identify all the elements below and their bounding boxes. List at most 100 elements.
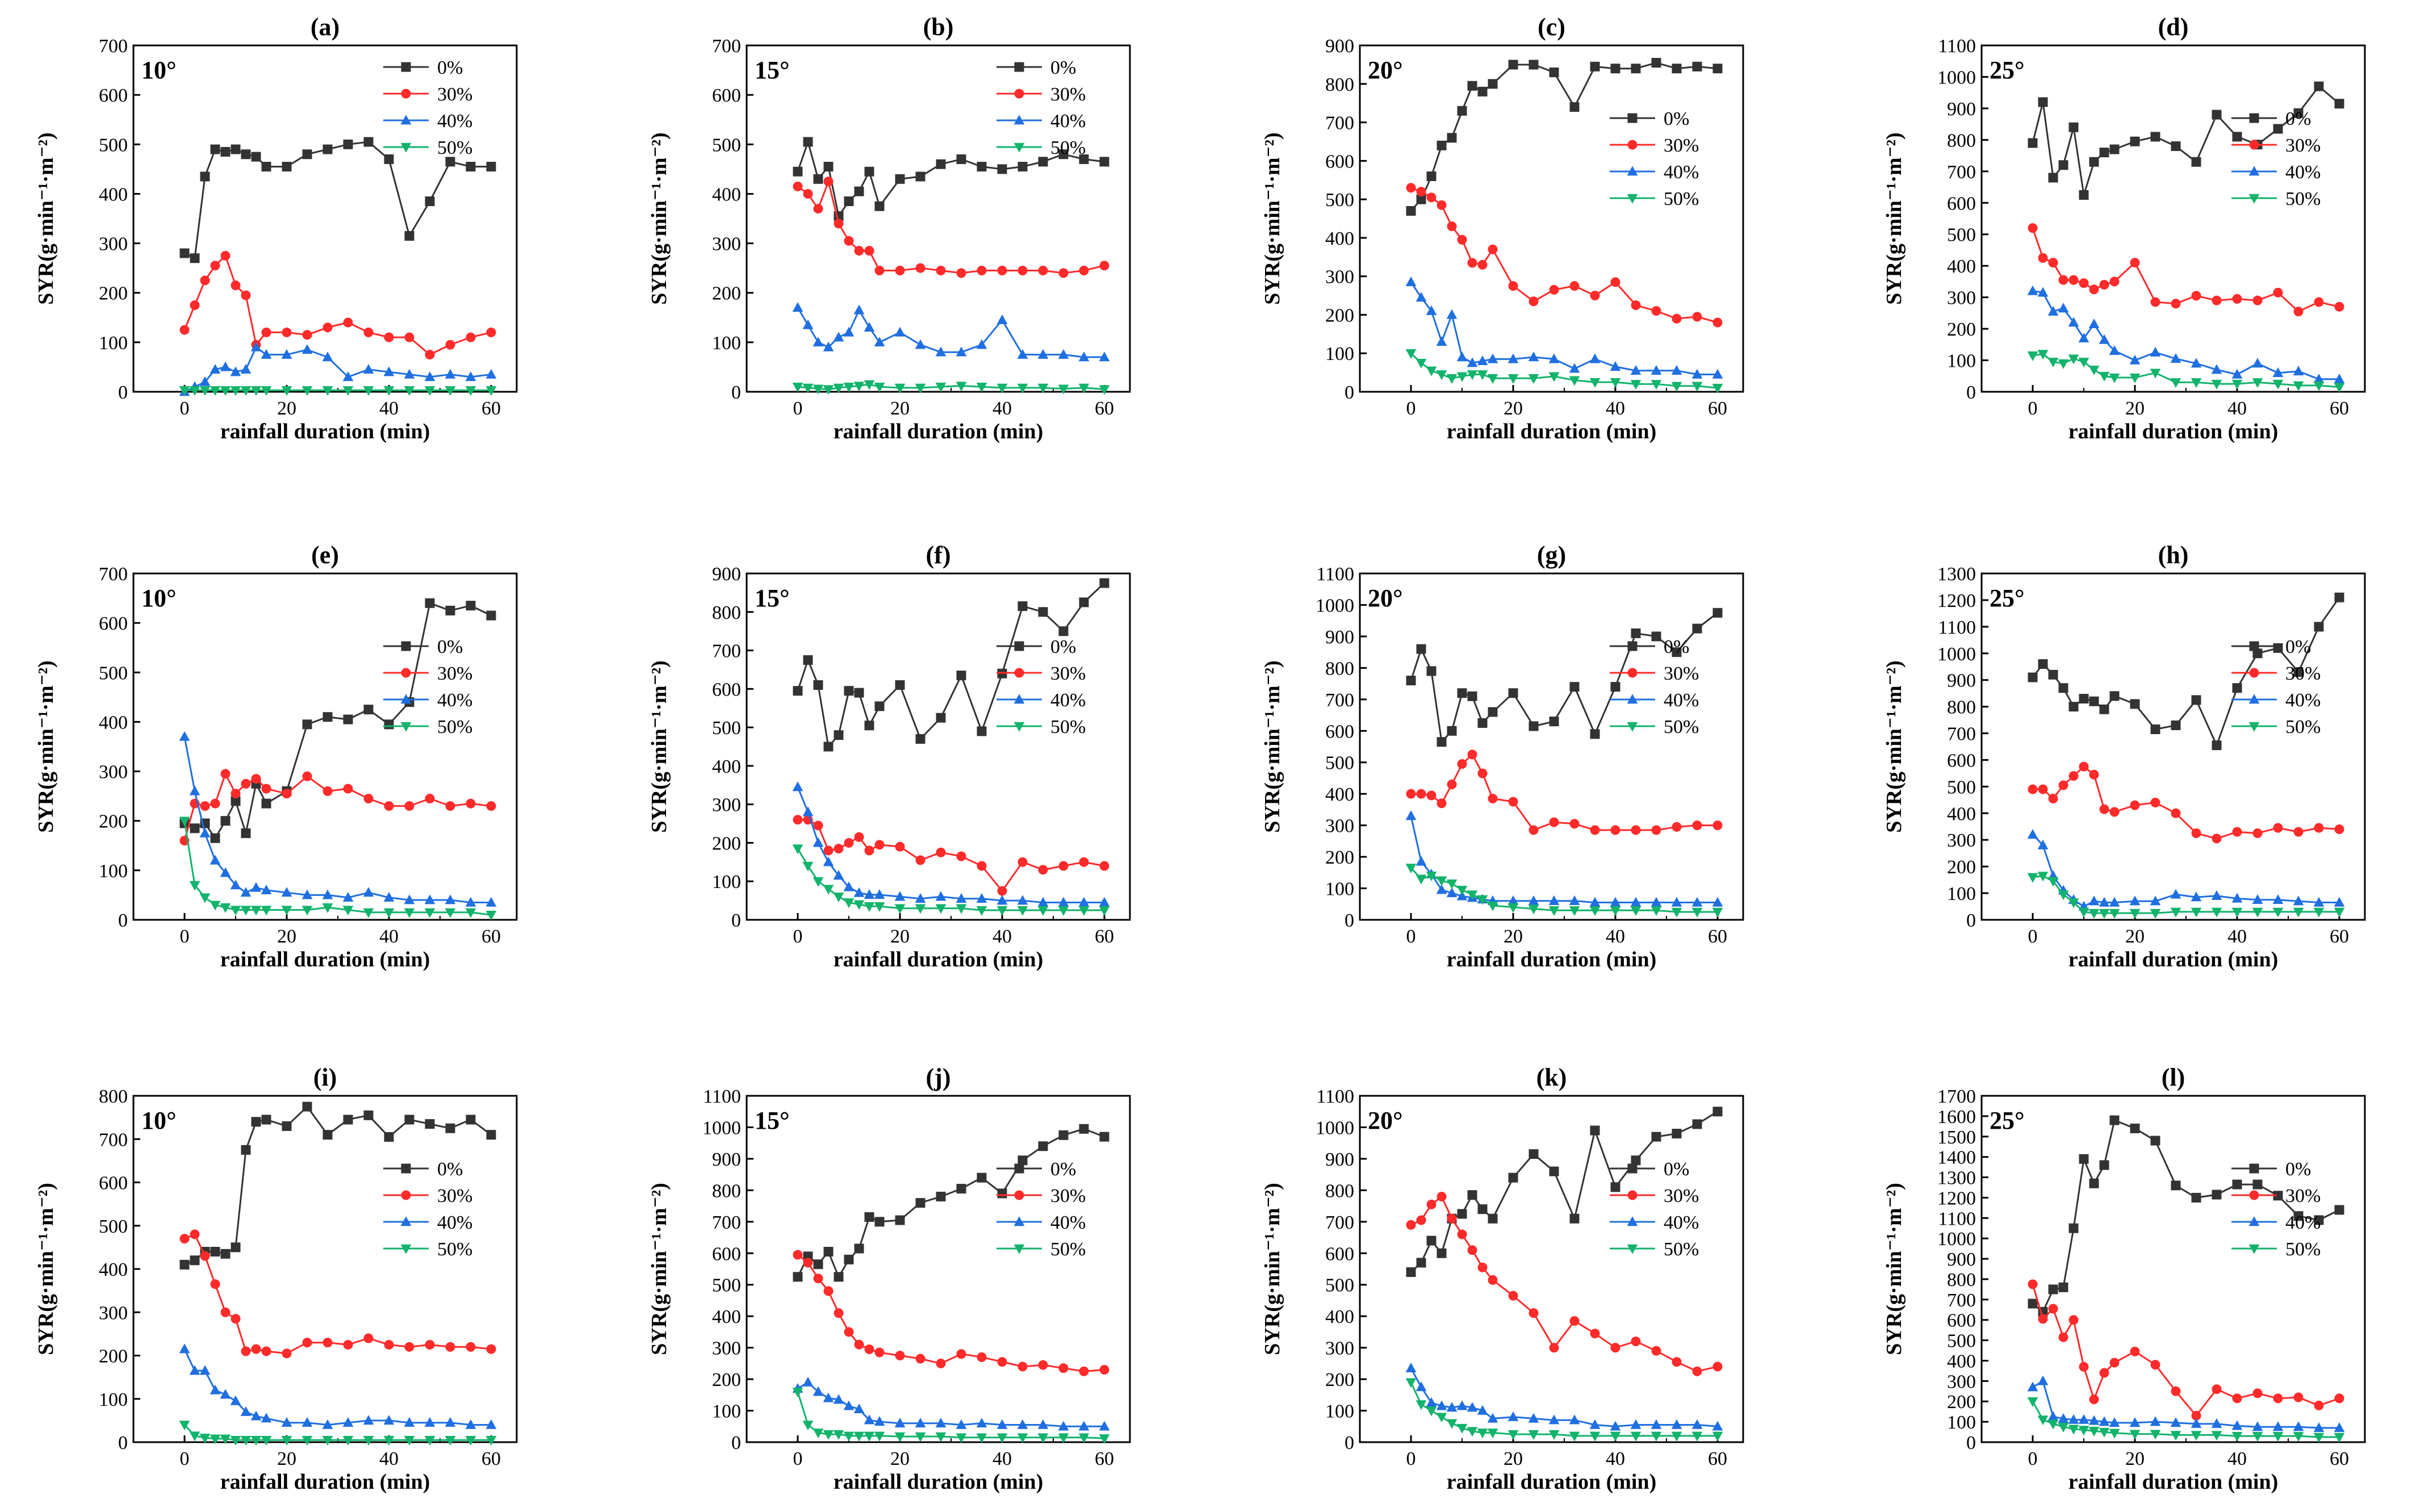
data-point [2232, 683, 2242, 693]
data-point [1651, 1431, 1662, 1442]
data-point [282, 1348, 292, 1359]
y-tick-label: 900 [712, 1149, 741, 1170]
data-point [2079, 1154, 2089, 1164]
data-point [2028, 672, 2038, 682]
y-tick-label: 400 [1947, 256, 1976, 277]
y-tick-label: 600 [1947, 193, 1976, 214]
data-point [1508, 797, 1518, 807]
data-point [2038, 253, 2048, 263]
data-point [1477, 370, 1488, 380]
y-tick-label: 700 [1947, 724, 1976, 745]
x-tick-label: 20 [890, 398, 910, 419]
data-point [895, 1215, 905, 1225]
data-point [1672, 1357, 1682, 1367]
data-point [2130, 1123, 2140, 1133]
data-point [1017, 383, 1028, 393]
x-tick-label: 40 [2227, 398, 2247, 419]
legend: 0% 30% 40% 50% [1610, 636, 1699, 738]
y-axis-title: SYR(g·min⁻¹·m⁻²) [34, 660, 58, 833]
data-point [241, 1145, 251, 1155]
data-point [2109, 691, 2120, 701]
y-tick-label: 200 [1947, 319, 1976, 340]
legend-marker [1014, 722, 1025, 732]
data-point [1507, 374, 1519, 384]
y-tick-label: 1400 [1937, 1147, 1976, 1168]
series-40pct [1405, 810, 1723, 907]
legend-marker [1014, 1216, 1025, 1226]
data-point [1671, 1431, 1682, 1442]
y-tick-label: 700 [712, 36, 741, 57]
y-tick-label: 1100 [703, 1086, 741, 1107]
data-point [2334, 99, 2344, 109]
data-point [956, 1419, 967, 1429]
data-point [915, 263, 926, 273]
data-point [2231, 1420, 2243, 1430]
data-point [322, 1435, 333, 1446]
data-point [1446, 309, 1458, 319]
y-tick-label: 800 [1325, 1180, 1354, 1201]
data-point [936, 1358, 946, 1368]
data-point [220, 1249, 231, 1259]
data-point [485, 368, 497, 379]
data-point [2313, 897, 2325, 907]
data-point [854, 688, 864, 698]
data-point [1038, 1141, 1048, 1151]
y-tick-label: 300 [1325, 816, 1354, 837]
y-tick-label: 1200 [1937, 1188, 1976, 1209]
y-tick-label: 1000 [1937, 67, 1976, 88]
data-point [1416, 789, 1426, 799]
data-point [2293, 1211, 2304, 1221]
data-point [2079, 694, 2089, 704]
legend-label: 40% [1664, 1212, 1699, 1233]
data-point [2068, 898, 2079, 908]
series-0pct [179, 137, 496, 263]
y-tick-label: 400 [99, 712, 128, 733]
y-tick-label: 500 [1325, 1275, 1354, 1296]
y-tick-label: 1000 [1316, 595, 1354, 616]
data-point [2314, 297, 2324, 307]
data-point [240, 386, 252, 396]
data-point [1437, 140, 1447, 150]
data-point [2191, 907, 2202, 918]
series-30pct [179, 769, 496, 846]
data-point [1590, 61, 1600, 72]
data-point [833, 332, 844, 342]
data-point [363, 364, 374, 374]
data-point [1017, 349, 1028, 359]
data-point [843, 1431, 855, 1442]
data-point [894, 904, 906, 914]
data-point [2078, 358, 2089, 368]
series-50pct [792, 1388, 1110, 1444]
data-point [996, 906, 1008, 916]
data-point [1037, 349, 1049, 359]
data-point [2191, 891, 2202, 902]
series-line [183, 736, 491, 903]
legend-marker [2249, 668, 2259, 678]
data-point [915, 383, 926, 393]
data-point [210, 1247, 220, 1256]
data-point [2334, 1205, 2344, 1215]
y-tick-label: 800 [1947, 697, 1976, 718]
legend-label: 30% [2285, 1186, 2321, 1207]
data-point [1426, 366, 1437, 376]
data-point [1529, 60, 1539, 70]
data-point [1405, 349, 1417, 359]
data-point [813, 877, 824, 887]
data-point [1058, 384, 1069, 395]
data-point [261, 327, 271, 337]
x-tick-label: 0 [180, 1448, 190, 1469]
data-point [2047, 877, 2059, 887]
data-point [2212, 1190, 2222, 1200]
data-point [1437, 200, 1447, 210]
data-point [2099, 897, 2110, 907]
series-30pct [793, 1250, 1109, 1376]
legend-marker [2248, 694, 2260, 704]
y-tick-label: 500 [99, 135, 128, 156]
data-point [1017, 601, 1028, 611]
data-point [1447, 726, 1457, 736]
data-point [2170, 907, 2181, 918]
data-point [363, 1415, 374, 1425]
data-point [834, 219, 844, 229]
data-point [1416, 358, 1427, 368]
y-axis-title: SYR(g·min⁻¹·m⁻²) [1882, 1183, 1906, 1355]
